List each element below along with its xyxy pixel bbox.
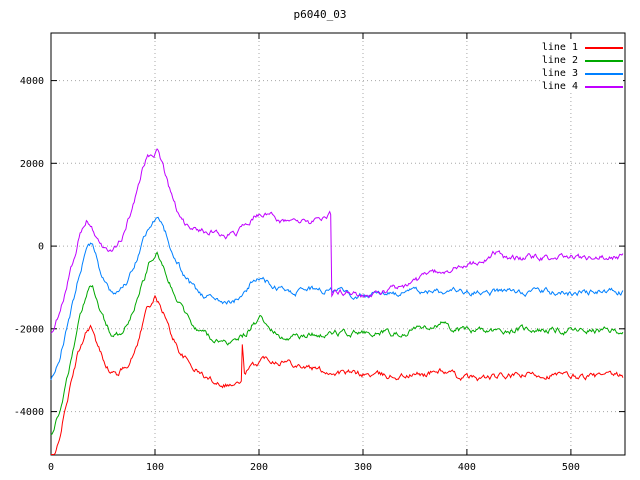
legend-item-2: line 2 (542, 54, 623, 67)
legend-item-4: line 4 (542, 80, 623, 93)
legend: line 1 line 2 line 3 line 4 (541, 41, 623, 93)
svg-text:2000: 2000 (20, 159, 44, 170)
legend-line-sample (585, 46, 623, 49)
legend-line-sample (585, 85, 623, 88)
series-line-1 (51, 294, 624, 455)
tick-marks (50, 33, 625, 455)
svg-text:0: 0 (48, 462, 54, 473)
svg-text:100: 100 (146, 462, 164, 473)
svg-text:-2000: -2000 (14, 324, 44, 335)
legend-label: line 2 (541, 55, 578, 66)
legend-label: line 4 (541, 81, 578, 92)
svg-text:0: 0 (38, 242, 44, 253)
svg-text:200: 200 (250, 462, 268, 473)
legend-item-3: line 3 (542, 67, 623, 80)
plot-border (50, 32, 626, 456)
legend-line-sample (585, 72, 623, 75)
legend-label: line 3 (541, 68, 578, 79)
svg-text:300: 300 (354, 462, 372, 473)
legend-line-sample (585, 59, 623, 62)
svg-text:4000: 4000 (20, 76, 44, 87)
x-tick-labels: 0 100 200 300 400 500 (48, 462, 580, 473)
grid-lines (50, 33, 625, 455)
legend-label: line 1 (541, 42, 578, 53)
chart-title: p6040_03 (293, 8, 347, 21)
series-line-2 (50, 251, 624, 436)
svg-text:400: 400 (458, 462, 476, 473)
y-tick-labels: -4000 -2000 0 2000 4000 (14, 76, 44, 418)
legend-item-1: line 1 (542, 41, 623, 54)
svg-text:-4000: -4000 (14, 407, 44, 418)
series-line-4 (50, 148, 624, 334)
svg-text:500: 500 (562, 462, 580, 473)
series-line-3 (50, 216, 624, 381)
